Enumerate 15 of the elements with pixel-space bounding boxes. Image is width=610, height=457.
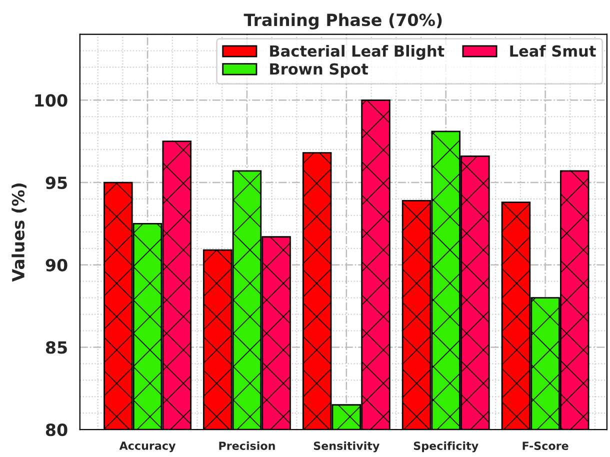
y-tick-label: 80 bbox=[46, 424, 68, 436]
x-tick-label: Sensitivity bbox=[314, 441, 380, 452]
y-tick-label: 95 bbox=[46, 176, 67, 190]
y-tick-label: 90 bbox=[46, 258, 68, 272]
x-tick-label: Precision bbox=[219, 441, 275, 450]
x-tick-label: F-Score bbox=[522, 442, 568, 450]
legend-label: Leaf Smut bbox=[510, 44, 596, 57]
y-tick-label: 100 bbox=[35, 94, 68, 107]
legend-label: Bacterial Leaf Blight bbox=[270, 44, 444, 60]
y-tick-label: 85 bbox=[46, 341, 67, 354]
legend-label: Brown Spot bbox=[270, 63, 368, 78]
x-tick-label: Accuracy bbox=[119, 442, 176, 452]
x-tick-label: Specificity bbox=[414, 441, 478, 452]
chart-title: Training Phase (70%) bbox=[244, 13, 442, 30]
y-axis-title: Values (%) bbox=[12, 183, 26, 282]
